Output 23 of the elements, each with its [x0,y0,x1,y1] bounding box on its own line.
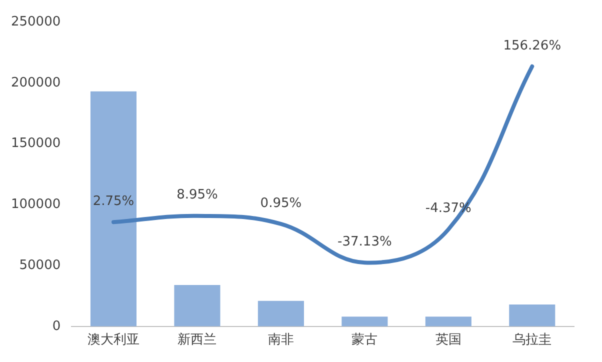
y-tick-label: 100000 [10,197,61,212]
data-label: -37.13% [338,234,392,250]
x-tick-label: 乌拉圭 [512,332,552,348]
data-label: 2.75% [92,194,134,210]
data-label: 0.95% [260,196,302,211]
x-tick-label: 南非 [268,332,294,348]
x-tick-label: 新西兰 [178,332,217,348]
y-tick-label: 150000 [10,136,61,152]
bar [174,285,220,326]
bar [425,316,472,326]
y-tick-label: 50000 [19,258,61,273]
data-label: 156.26% [503,38,562,54]
x-tick-label: 英国 [435,332,462,348]
bar [258,300,304,326]
y-tick-label: 0 [52,318,61,334]
data-label: 8.95% [176,188,218,203]
bar [90,91,137,326]
bar [509,304,556,326]
y-tick-label: 250000 [10,14,61,30]
bar [342,316,388,326]
x-tick-label: 澳大利亚 [87,332,140,348]
x-tick-label: 蒙古 [352,332,378,348]
y-tick-label: 200000 [10,75,61,90]
